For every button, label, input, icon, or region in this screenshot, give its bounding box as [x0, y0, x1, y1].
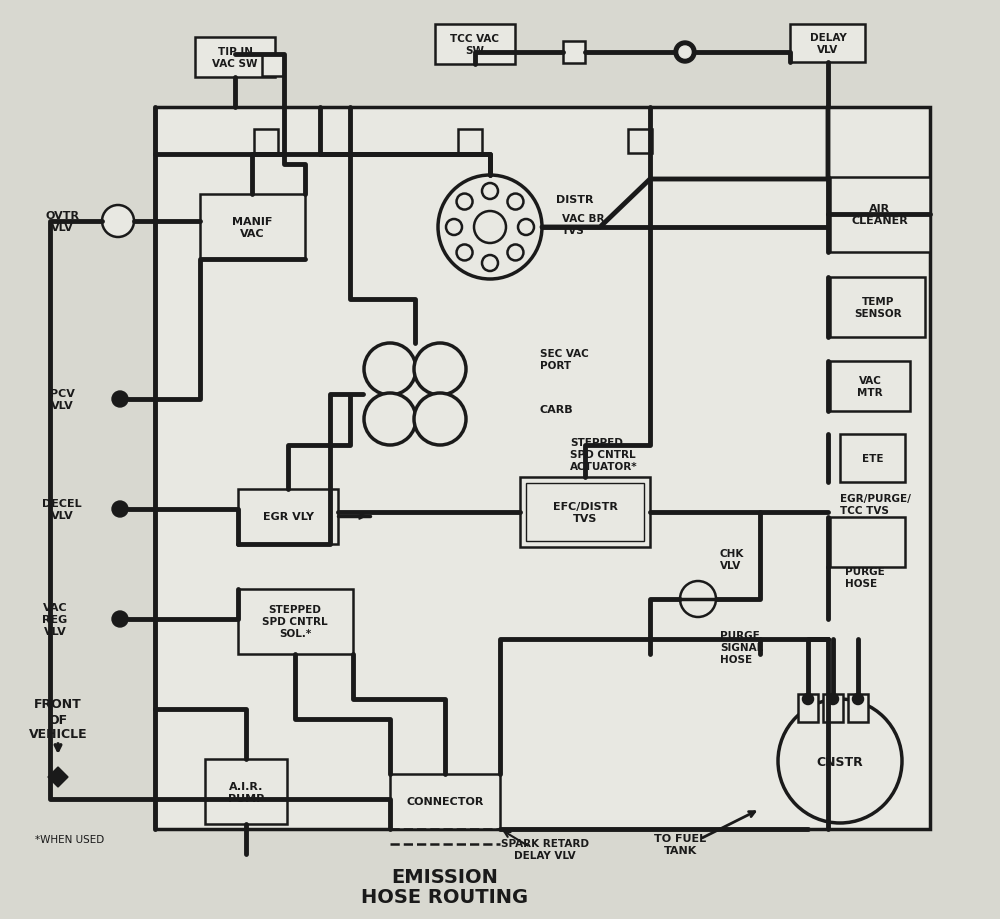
Circle shape [102, 206, 134, 238]
Circle shape [482, 184, 498, 199]
Text: OVTR
VLV: OVTR VLV [45, 211, 79, 233]
Text: STEPPED
SPD CNTRL
SOL.*: STEPPED SPD CNTRL SOL.* [262, 605, 328, 638]
Bar [840, 435, 905, 482]
Circle shape [414, 344, 466, 395]
Bar [238, 589, 353, 654]
Text: A.I.R.
PUMP: A.I.R. PUMP [228, 781, 264, 803]
Bar [563, 42, 585, 64]
Circle shape [778, 699, 902, 823]
Text: VAC
REG
VLV: VAC REG VLV [42, 603, 68, 636]
Circle shape [364, 393, 416, 446]
Circle shape [803, 694, 813, 704]
Text: *WHEN USED: *WHEN USED [35, 834, 104, 844]
Bar [200, 195, 305, 260]
Text: DELAY
VLV: DELAY VLV [810, 33, 846, 55]
Text: EFC/DISTR
TVS: EFC/DISTR TVS [553, 502, 617, 523]
Bar [195, 38, 275, 78]
Bar [848, 694, 868, 722]
Circle shape [414, 393, 466, 446]
Circle shape [438, 176, 542, 279]
Text: ETE: ETE [862, 453, 884, 463]
Text: STEPPED
SPD CNTRL
ACTUATOR*: STEPPED SPD CNTRL ACTUATOR* [570, 438, 638, 471]
Text: AIR
CLEANER: AIR CLEANER [852, 204, 908, 225]
Circle shape [507, 245, 523, 261]
Bar [823, 694, 843, 722]
Text: MANIF
VAC: MANIF VAC [232, 217, 272, 239]
Circle shape [853, 694, 863, 704]
Circle shape [674, 42, 696, 64]
Circle shape [507, 194, 523, 210]
Bar [526, 483, 644, 541]
Bar [520, 478, 650, 548]
Bar [830, 517, 905, 567]
Text: CARB: CARB [540, 404, 574, 414]
Circle shape [112, 391, 128, 407]
Text: DISTR: DISTR [556, 195, 594, 205]
Text: SEC VAC
PORT: SEC VAC PORT [540, 349, 589, 370]
Text: EGR/PURGE/
TCC TVS: EGR/PURGE/ TCC TVS [840, 494, 911, 516]
Bar [830, 361, 910, 412]
Circle shape [112, 502, 128, 517]
Circle shape [112, 611, 128, 628]
Text: VAC
MTR: VAC MTR [857, 376, 883, 397]
Circle shape [828, 694, 838, 704]
Bar [798, 694, 818, 722]
Bar [262, 55, 284, 77]
Bar [830, 278, 925, 337]
Text: TEMP
SENSOR: TEMP SENSOR [854, 297, 902, 319]
Bar [458, 130, 482, 153]
Bar [830, 177, 930, 253]
Text: FRONT
OF
VEHICLE: FRONT OF VEHICLE [29, 698, 87, 741]
Circle shape [474, 211, 506, 244]
Text: EGR VLY: EGR VLY [263, 512, 314, 521]
Text: DECEL
VLV: DECEL VLV [42, 499, 82, 520]
Bar [238, 490, 338, 544]
Circle shape [679, 47, 691, 59]
Text: PURGE
SIGNAL
HOSE: PURGE SIGNAL HOSE [720, 630, 763, 664]
Text: CHK
VLV: CHK VLV [720, 549, 744, 570]
Text: SPARK RETARD
DELAY VLV: SPARK RETARD DELAY VLV [501, 838, 589, 860]
Text: PCV
VLV: PCV VLV [50, 389, 74, 411]
Circle shape [680, 582, 716, 618]
Bar [390, 774, 500, 829]
Bar [155, 108, 930, 829]
Bar [628, 130, 652, 153]
Bar [254, 130, 278, 153]
Text: CNSTR: CNSTR [817, 754, 863, 767]
Bar [790, 25, 865, 62]
Text: EMISSION: EMISSION [392, 868, 498, 887]
Text: TO FUEL
TANK: TO FUEL TANK [654, 834, 706, 855]
Circle shape [457, 194, 473, 210]
Text: TCC VAC
SW: TCC VAC SW [450, 34, 500, 56]
Text: VAC BR
TVS: VAC BR TVS [562, 214, 604, 235]
Polygon shape [48, 767, 68, 788]
Text: TIP IN
VAC SW: TIP IN VAC SW [212, 47, 258, 69]
Bar [435, 25, 515, 65]
Text: CONNECTOR: CONNECTOR [406, 796, 484, 806]
Circle shape [482, 255, 498, 272]
Text: HOSE ROUTING: HOSE ROUTING [361, 888, 529, 906]
Circle shape [446, 220, 462, 236]
Text: PURGE
HOSE: PURGE HOSE [845, 567, 885, 588]
Bar [205, 759, 287, 824]
Circle shape [364, 344, 416, 395]
Circle shape [457, 245, 473, 261]
Circle shape [518, 220, 534, 236]
